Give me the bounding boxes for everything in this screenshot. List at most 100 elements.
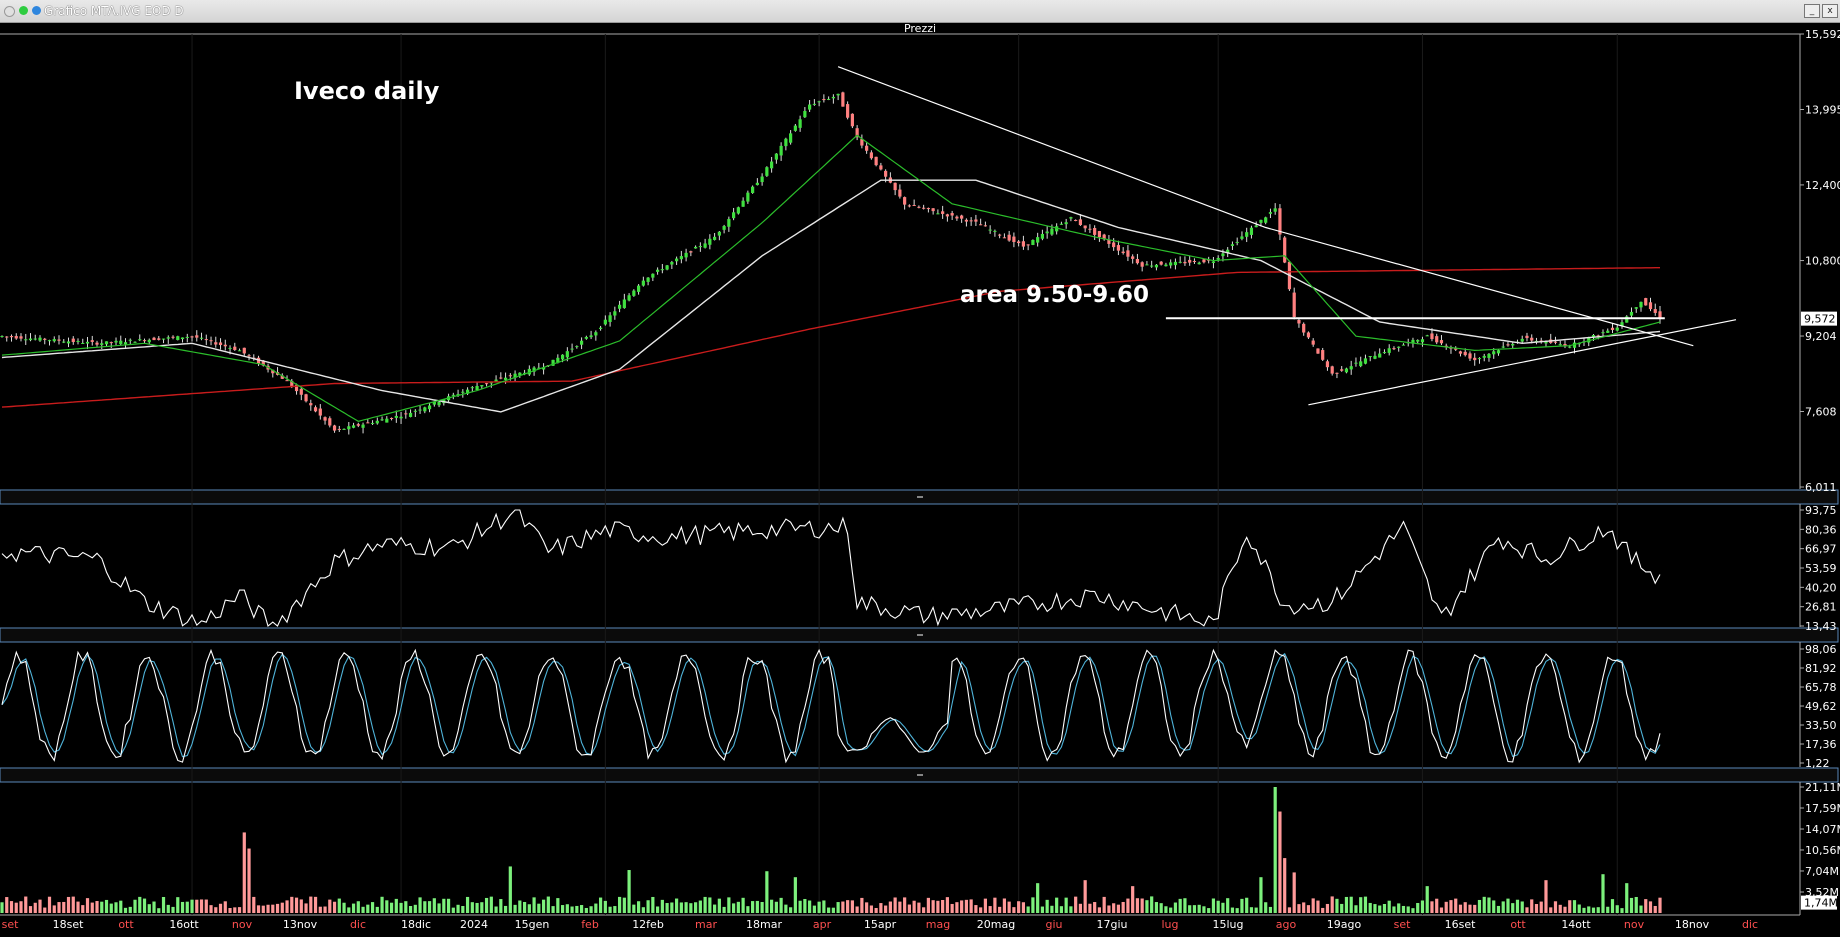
price-candle bbox=[356, 424, 360, 426]
volume-bar bbox=[736, 901, 740, 913]
volume-bar bbox=[874, 907, 878, 913]
x-axis-label: giu bbox=[1045, 918, 1062, 931]
price-candle bbox=[76, 340, 80, 342]
volume-bar bbox=[1335, 898, 1339, 913]
volume-bar bbox=[665, 903, 669, 913]
price-candle bbox=[1202, 259, 1206, 263]
volume-bar bbox=[1629, 897, 1634, 913]
price-candle bbox=[1126, 250, 1130, 257]
volume-bar bbox=[180, 901, 185, 913]
volume-bar bbox=[123, 907, 128, 913]
volume-bar bbox=[1259, 877, 1263, 913]
price-candle bbox=[1344, 368, 1349, 373]
volume-bar bbox=[713, 904, 717, 913]
price-candle bbox=[1648, 302, 1653, 310]
minimize-button[interactable]: _ bbox=[1804, 4, 1820, 18]
volume-bar bbox=[275, 903, 280, 913]
volume-bar bbox=[855, 906, 859, 913]
price-candle bbox=[922, 207, 926, 209]
volume-bar bbox=[560, 905, 565, 913]
price-candle bbox=[413, 410, 417, 412]
volume-bar bbox=[176, 897, 180, 913]
volume-bar bbox=[1192, 905, 1197, 913]
price-candle bbox=[1392, 348, 1396, 350]
volume-bar bbox=[1577, 904, 1581, 913]
price-candle bbox=[1639, 301, 1643, 308]
price-candle bbox=[641, 280, 645, 286]
volume-bar bbox=[418, 897, 422, 913]
price-candle bbox=[1563, 343, 1567, 347]
volume-bar bbox=[1387, 900, 1391, 913]
volume-bar bbox=[513, 904, 517, 913]
x-axis-label: dic bbox=[1742, 918, 1758, 931]
volume-bar bbox=[717, 898, 721, 913]
menu-icon[interactable] bbox=[4, 6, 15, 17]
close-button[interactable]: x bbox=[1822, 4, 1838, 18]
price-candle bbox=[1501, 346, 1505, 348]
volume-bar bbox=[161, 896, 166, 913]
price-candle bbox=[1511, 343, 1515, 346]
volume-bar bbox=[888, 901, 892, 913]
price-candle bbox=[855, 128, 859, 138]
price-candle bbox=[746, 192, 750, 202]
volume-bar bbox=[503, 905, 508, 913]
price-candle bbox=[342, 428, 346, 430]
price-candle bbox=[793, 125, 797, 131]
volume-bar bbox=[779, 897, 783, 913]
volume-bar bbox=[442, 898, 446, 913]
volume-bar bbox=[1458, 904, 1463, 913]
price-candle bbox=[100, 343, 104, 345]
price-candle bbox=[1159, 261, 1163, 265]
price-candle bbox=[1188, 259, 1192, 263]
price-candle bbox=[950, 213, 954, 216]
price-candle bbox=[1568, 346, 1572, 348]
price-candle bbox=[860, 138, 864, 146]
chart-area[interactable]: Prezzi 15,592 13,995 12,400 10,800 9,204 7,60… bbox=[0, 22, 1840, 937]
volume-bar bbox=[1435, 898, 1439, 913]
volume-bar bbox=[869, 905, 873, 913]
volume-bar bbox=[38, 899, 42, 913]
volume-bar bbox=[760, 902, 764, 913]
volume-bar bbox=[1226, 898, 1230, 913]
price-candle bbox=[1040, 233, 1045, 239]
price-candle bbox=[1268, 212, 1273, 214]
price-candle bbox=[1349, 366, 1353, 370]
price-candle bbox=[380, 419, 384, 421]
price-candle bbox=[242, 347, 246, 354]
volume-bar bbox=[1330, 896, 1334, 913]
price-candle bbox=[1411, 339, 1415, 344]
volume-bar bbox=[66, 896, 71, 913]
volume-bar bbox=[884, 905, 888, 913]
price-candle bbox=[1183, 261, 1187, 264]
stoch#2-tick-label: 98,06 bbox=[1805, 643, 1837, 656]
volume-bar bbox=[1382, 903, 1387, 913]
price-candle bbox=[1321, 350, 1325, 360]
volume-bar bbox=[941, 900, 945, 913]
volume-bar bbox=[983, 898, 987, 913]
price-candle bbox=[518, 372, 522, 376]
price-candle bbox=[960, 215, 964, 219]
price-candle bbox=[1273, 208, 1277, 212]
price-candle bbox=[879, 165, 883, 170]
volume-bar bbox=[152, 901, 156, 913]
volume-bar bbox=[119, 900, 123, 913]
price-candle bbox=[594, 332, 598, 336]
price-candle bbox=[62, 341, 66, 343]
x-axis-label: ott bbox=[1510, 918, 1526, 931]
volume-bar bbox=[598, 897, 603, 913]
price-candle bbox=[1221, 253, 1225, 257]
volume-bar bbox=[1482, 896, 1486, 913]
x-axis-label: 16set bbox=[1445, 918, 1476, 931]
volume-bar bbox=[732, 903, 736, 913]
price-candle bbox=[508, 375, 512, 377]
x-axis-label: nov bbox=[1624, 918, 1645, 931]
price-candle bbox=[827, 98, 831, 100]
volume-bar bbox=[1311, 898, 1315, 913]
stochastic-d-line bbox=[1, 652, 1661, 758]
price-candle bbox=[0, 336, 4, 338]
volume-bar bbox=[1420, 900, 1425, 913]
x-axis-label: 16ott bbox=[169, 918, 199, 931]
price-candle bbox=[171, 336, 175, 338]
price-candle bbox=[732, 212, 736, 219]
osc#1-tick-label: 93,75 bbox=[1805, 504, 1837, 517]
